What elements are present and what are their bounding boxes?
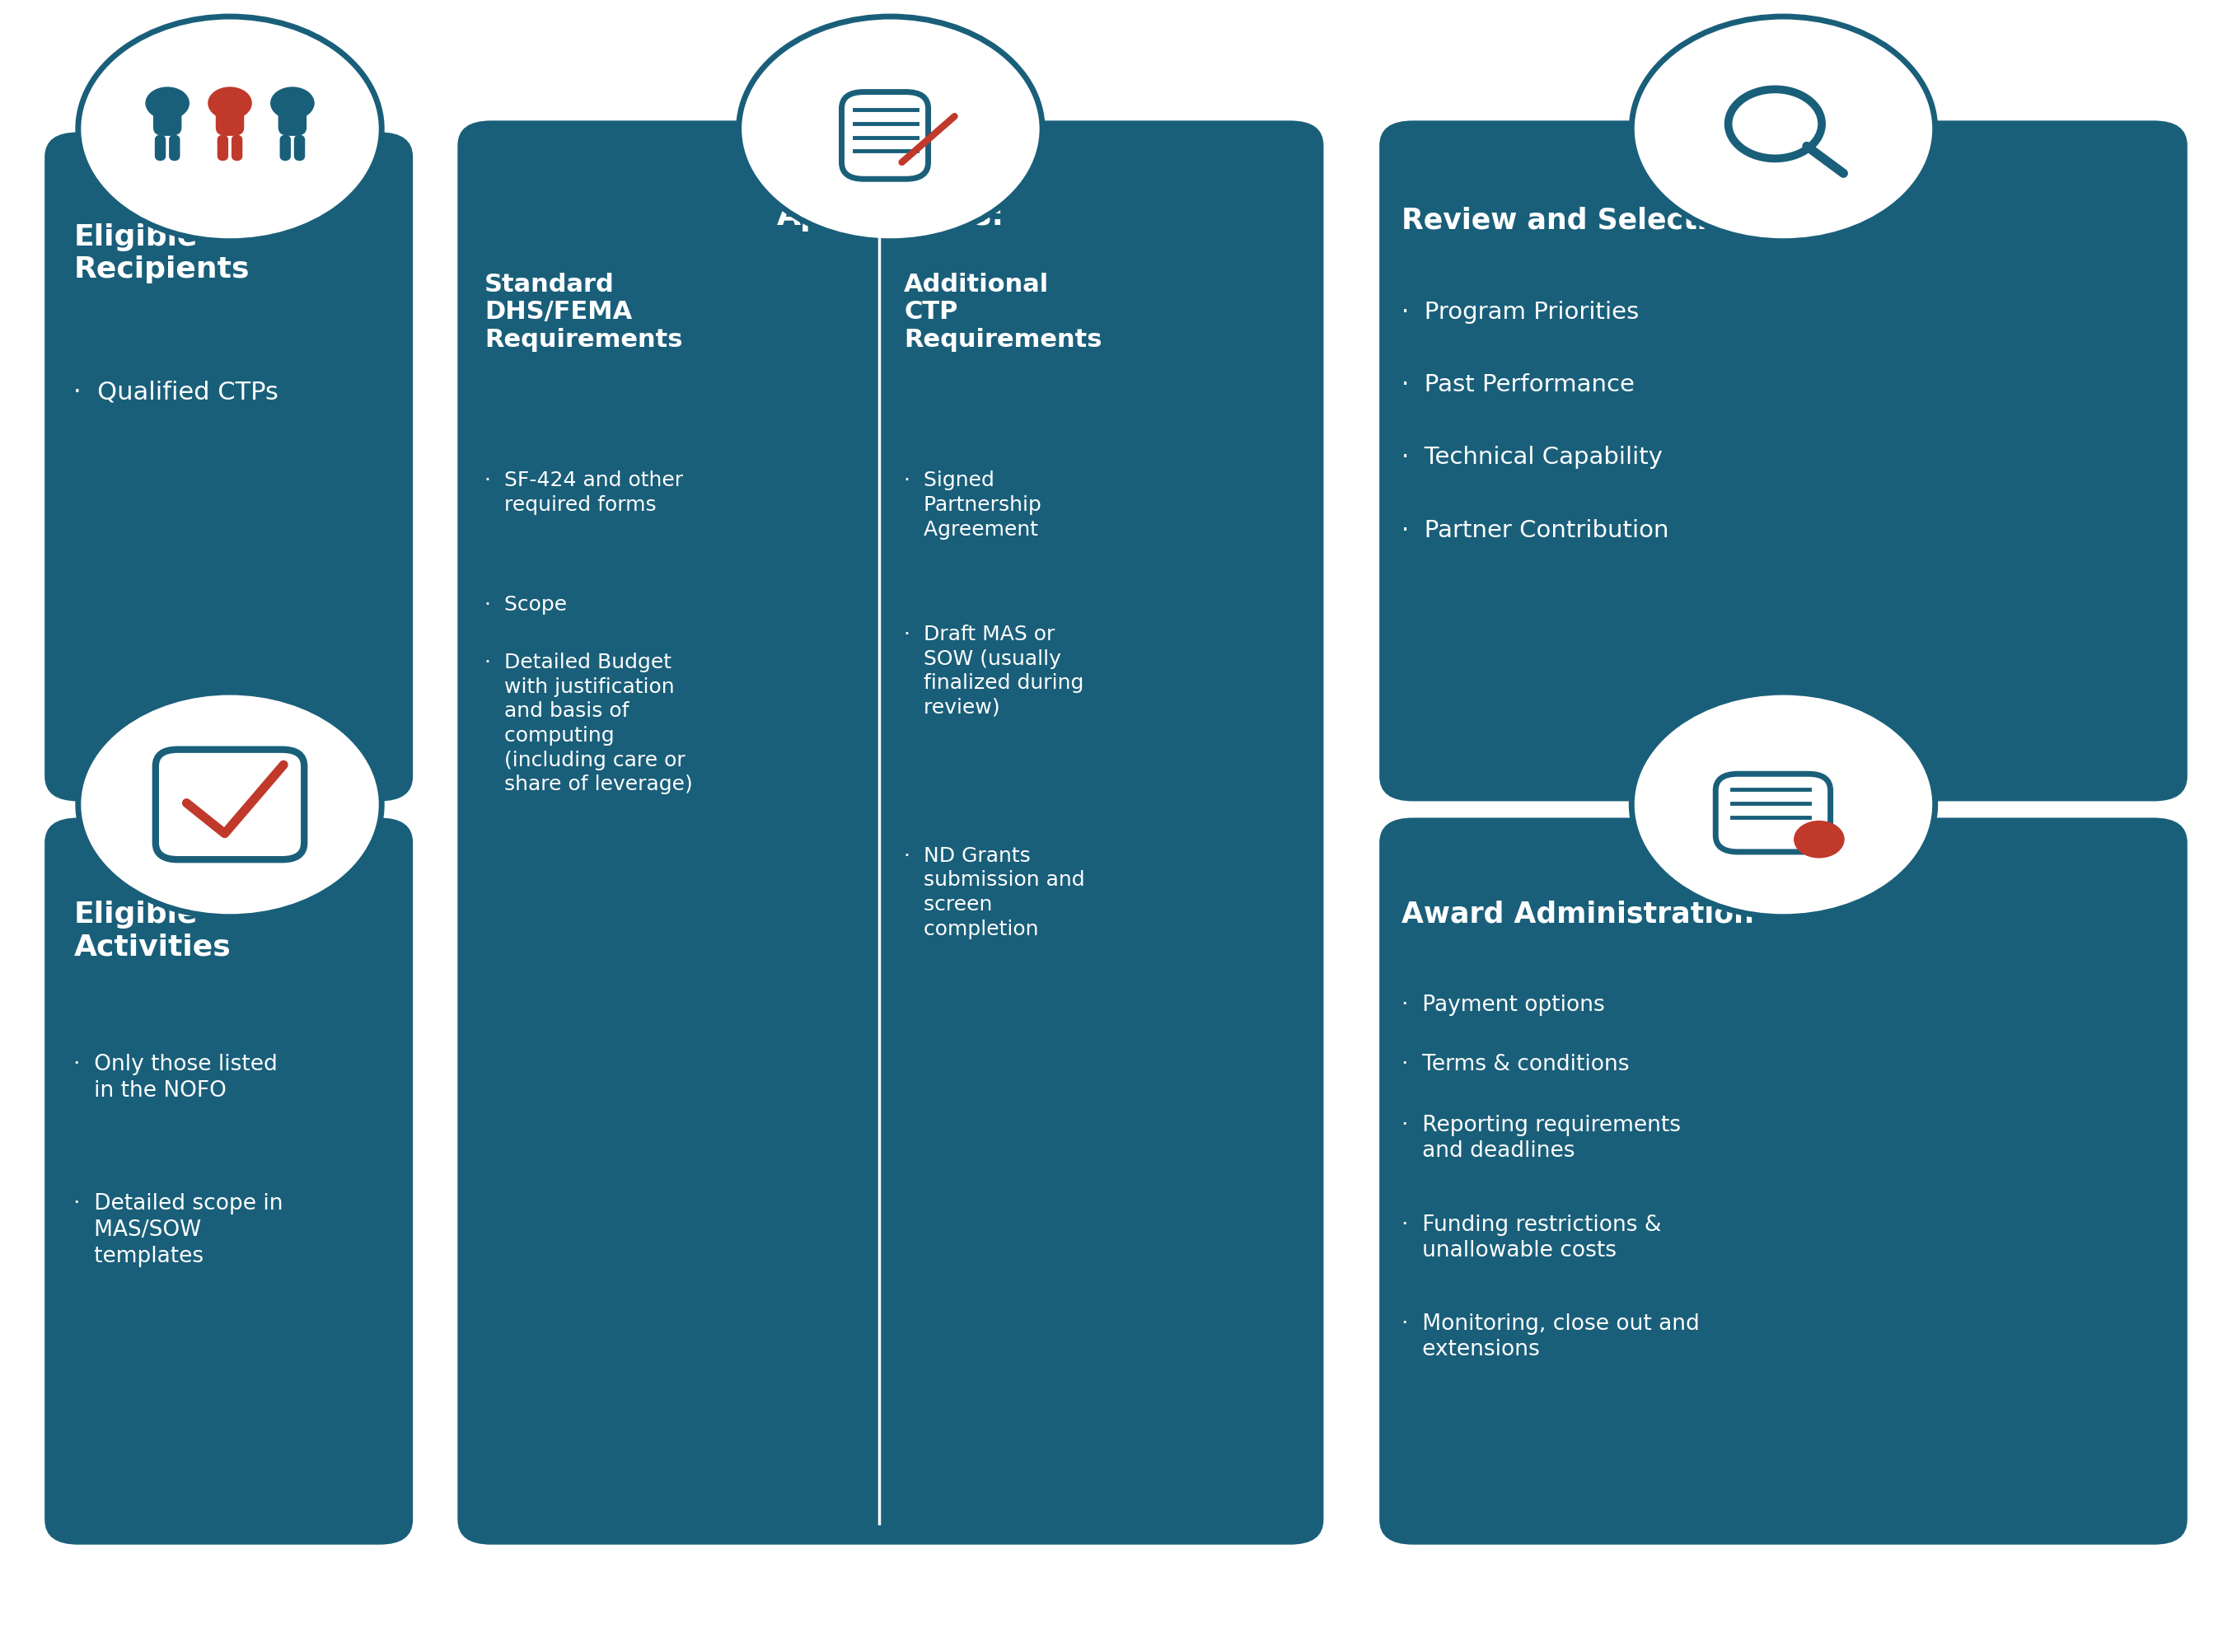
FancyBboxPatch shape [170,135,181,160]
Text: ·  Detailed Budget
   with justification
   and basis of
   computing
   (includ: · Detailed Budget with justification and… [484,653,692,795]
FancyBboxPatch shape [232,135,243,160]
Circle shape [78,692,382,917]
FancyBboxPatch shape [154,135,165,160]
FancyBboxPatch shape [1379,121,2187,801]
Text: Award Administration: Award Administration [1402,900,1754,928]
Circle shape [1795,821,1844,857]
Text: ·  Terms & conditions: · Terms & conditions [1402,1054,1629,1075]
Text: ·  Payment options: · Payment options [1402,995,1605,1016]
FancyBboxPatch shape [458,121,1324,1545]
FancyBboxPatch shape [217,135,228,160]
Text: ·  Program Priorities: · Program Priorities [1402,301,1638,324]
FancyBboxPatch shape [217,106,243,135]
FancyBboxPatch shape [279,135,290,160]
FancyBboxPatch shape [45,818,413,1545]
Circle shape [78,17,382,241]
Circle shape [739,17,1042,241]
Text: ·  Signed
   Partnership
   Agreement: · Signed Partnership Agreement [904,471,1042,540]
Text: Applications:: Applications: [777,202,1004,231]
Text: ·  Draft MAS or
   SOW (usually
   finalized during
   review): · Draft MAS or SOW (usually finalized du… [904,624,1085,717]
FancyBboxPatch shape [1379,818,2187,1545]
Text: ·  Only those listed
   in the NOFO: · Only those listed in the NOFO [74,1054,277,1102]
Circle shape [1632,692,1935,917]
Text: Eligible
Recipients: Eligible Recipients [74,223,250,284]
Text: ·  ND Grants
   submission and
   screen
   completion: · ND Grants submission and screen comple… [904,846,1085,938]
Text: Additional
CTP
Requirements: Additional CTP Requirements [904,273,1103,352]
Text: ·  Technical Capability: · Technical Capability [1402,446,1663,469]
Circle shape [270,88,315,119]
Text: Review and Selection: Review and Selection [1402,206,1748,235]
Text: ·  Partner Contribution: · Partner Contribution [1402,519,1670,542]
FancyBboxPatch shape [279,106,306,135]
Circle shape [1632,17,1935,241]
FancyBboxPatch shape [45,132,413,801]
FancyBboxPatch shape [154,106,181,135]
Text: ·  Funding restrictions &
   unallowable costs: · Funding restrictions & unallowable cos… [1402,1214,1661,1260]
Circle shape [145,88,190,119]
Text: ·  Past Performance: · Past Performance [1402,373,1634,396]
Text: ·  SF-424 and other
   required forms: · SF-424 and other required forms [484,471,683,515]
FancyBboxPatch shape [295,135,306,160]
Circle shape [208,88,252,119]
Text: ·  Scope: · Scope [484,595,567,615]
Text: ·  Qualified CTPs: · Qualified CTPs [74,380,279,403]
Text: ·  Detailed scope in
   MAS/SOW
   templates: · Detailed scope in MAS/SOW templates [74,1193,283,1267]
Text: Standard
DHS/FEMA
Requirements: Standard DHS/FEMA Requirements [484,273,683,352]
Text: ·  Reporting requirements
   and deadlines: · Reporting requirements and deadlines [1402,1115,1681,1161]
Text: Eligible
Activities: Eligible Activities [74,900,230,961]
Text: ·  Monitoring, close out and
   extensions: · Monitoring, close out and extensions [1402,1313,1701,1360]
